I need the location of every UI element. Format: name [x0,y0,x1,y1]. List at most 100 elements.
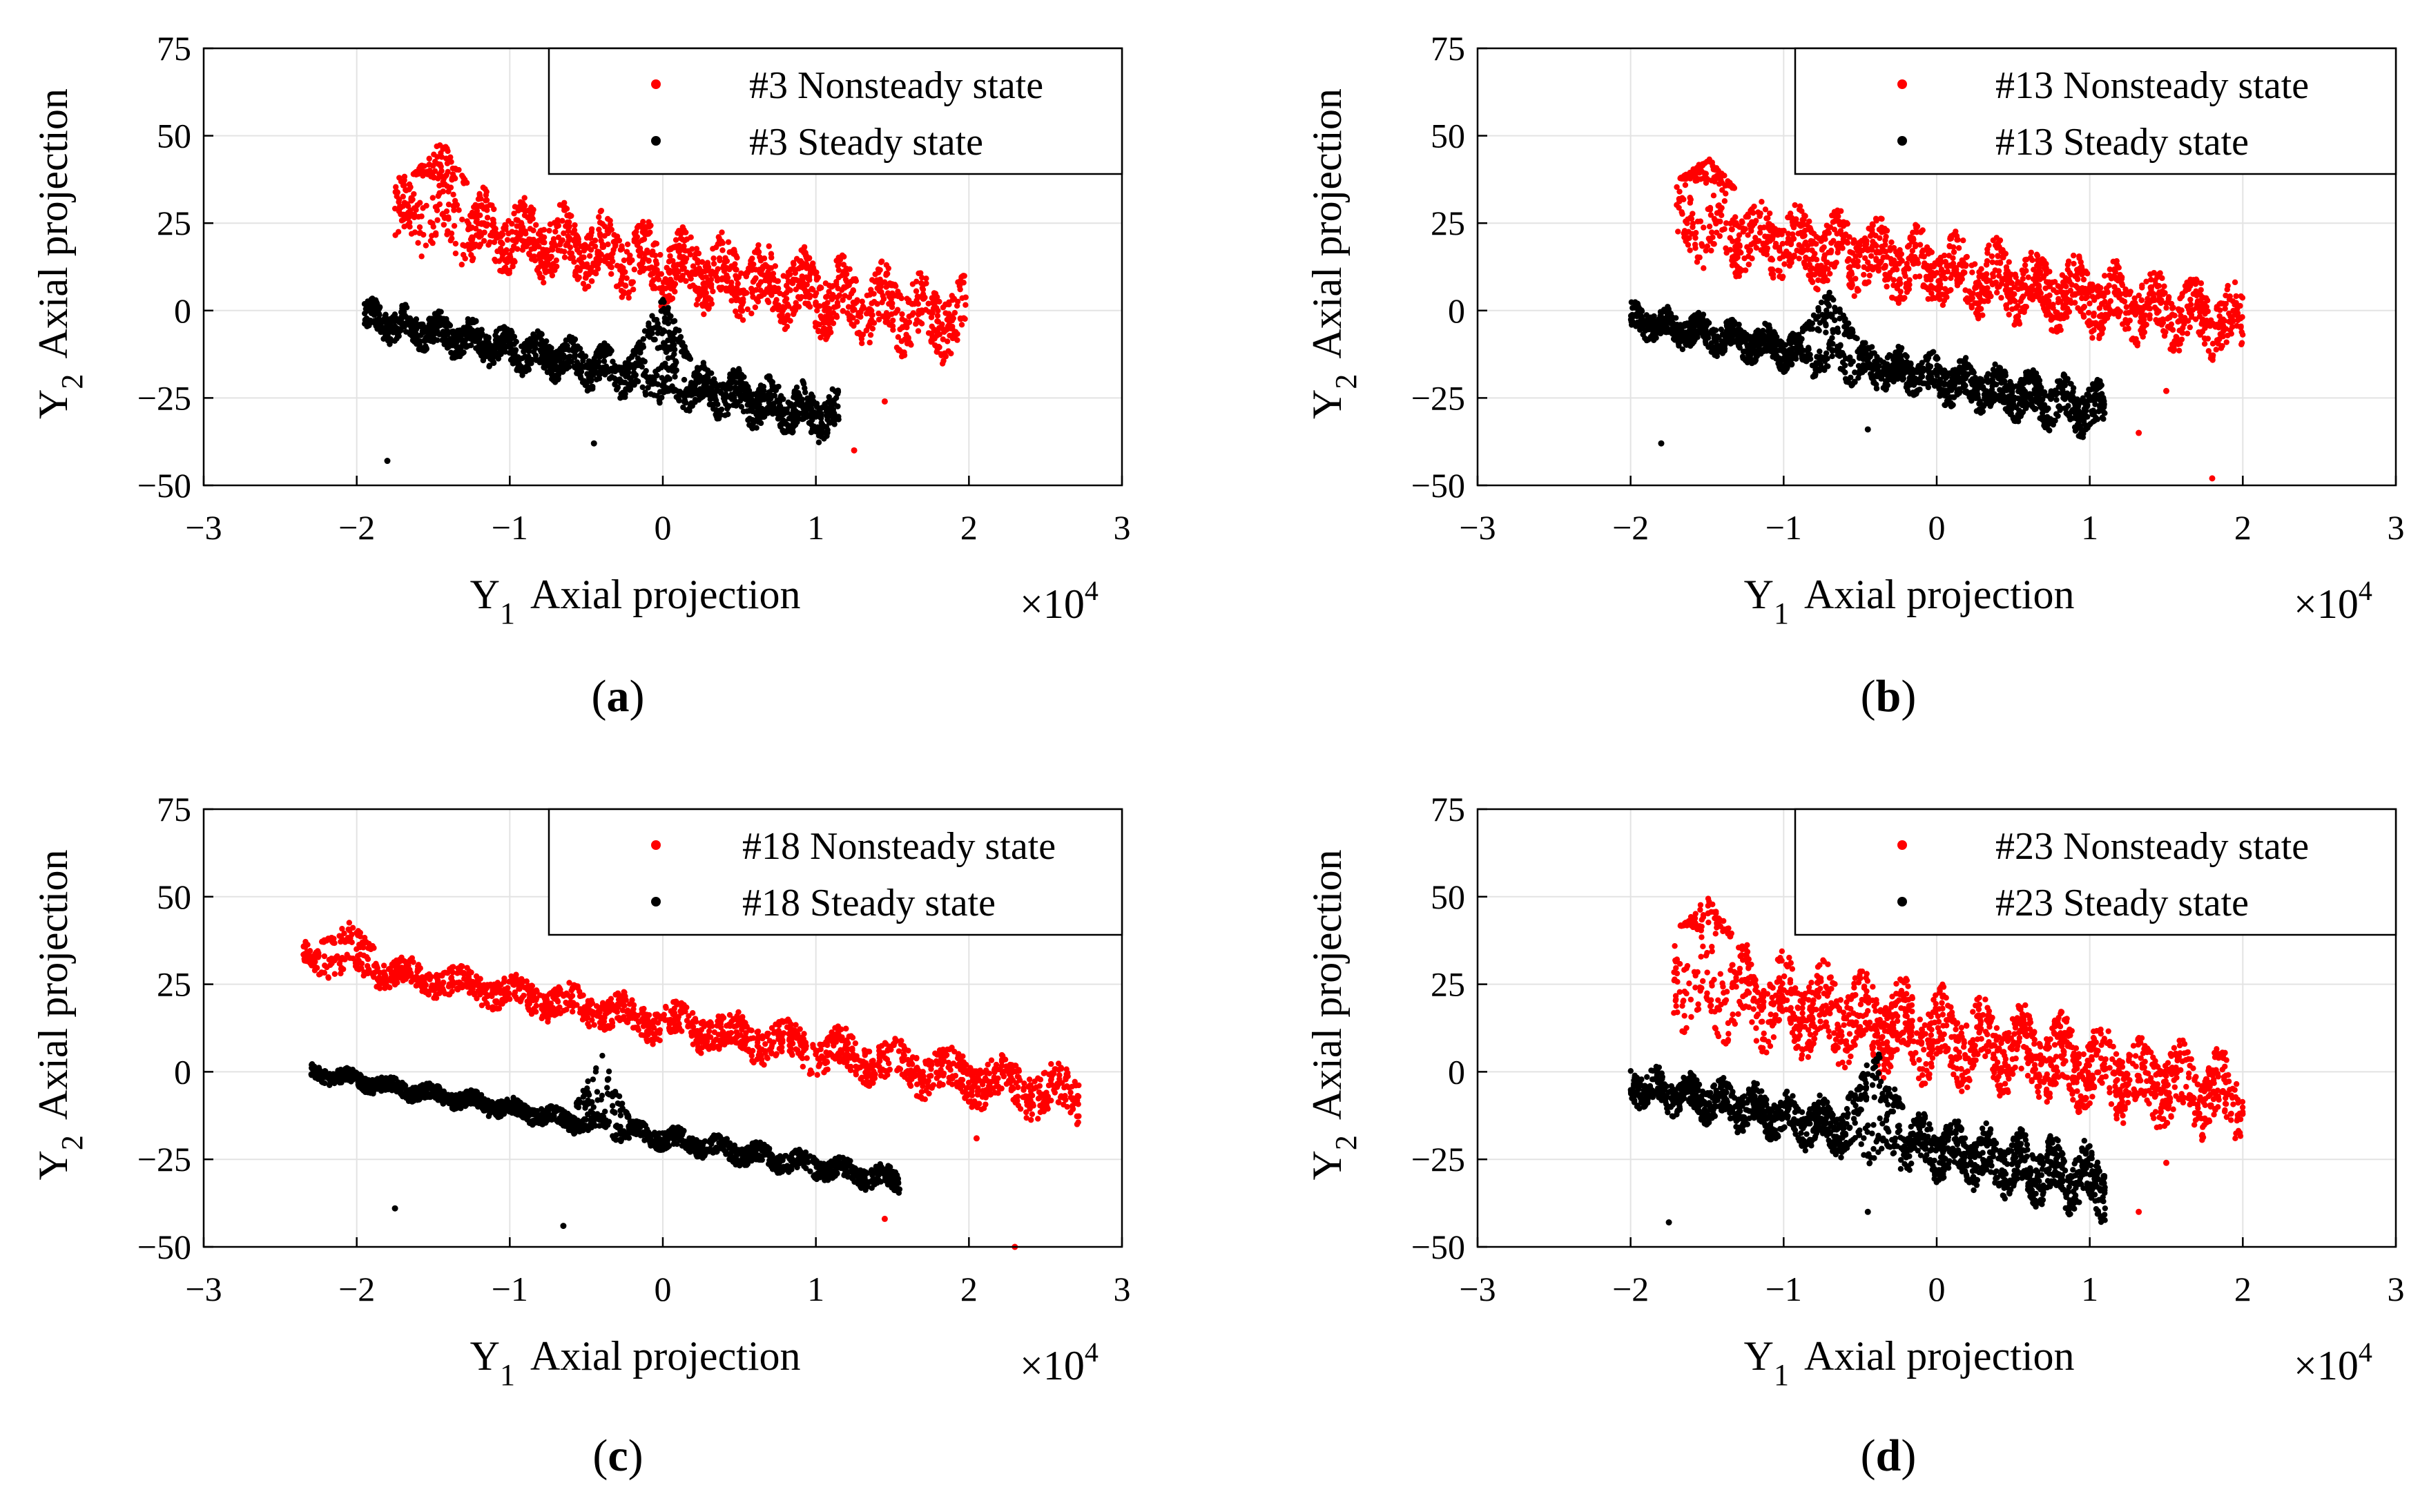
data-point [798,280,805,287]
y-tick-label: 0 [174,291,191,330]
data-point [1851,237,1857,244]
data-point [681,243,687,249]
data-point [802,289,809,295]
data-point [598,367,604,374]
data-point [719,247,726,253]
data-point [440,144,447,151]
data-point [639,363,645,370]
data-point [676,242,682,249]
data-point [1892,264,1899,271]
data-point [539,239,546,246]
data-point [1705,206,1711,213]
data-point [716,255,723,262]
data-point [737,313,743,320]
data-point [476,229,483,235]
data-point [626,356,632,362]
data-point [698,272,704,279]
data-point [2175,306,2182,312]
data-point [652,252,659,259]
data-point [805,275,811,282]
data-point [703,389,709,395]
data-point [2006,311,2012,318]
data-point [739,394,746,400]
data-point [650,277,657,283]
data-point [1819,278,1826,284]
data-point [736,297,743,303]
data-point [889,317,896,324]
data-point [1835,249,1841,255]
data-point [511,258,517,264]
data-point [2138,312,2145,319]
data-point [879,299,885,306]
data-point [484,207,490,213]
data-point [1801,259,1808,266]
data-point [764,374,771,380]
data-point [706,304,712,311]
data-point [452,350,458,357]
data-point [642,391,649,398]
data-point [630,382,637,388]
data-point [2053,324,2060,331]
data-point [768,254,775,261]
data-point [512,351,518,358]
data-point [1889,295,1895,301]
data-point [1801,212,1808,219]
data-point [1786,262,1793,269]
data-point [755,282,762,289]
data-point [460,179,467,186]
data-point [487,202,493,209]
data-point [951,309,958,316]
data-point [527,343,534,350]
data-point [804,282,810,288]
data-point [746,422,753,428]
data-point [444,183,450,189]
data-point [692,255,698,261]
data-point [2174,334,2180,340]
data-point [672,362,678,369]
data-point [2028,249,2034,255]
data-point [1674,202,1680,209]
data-point [393,184,399,191]
data-point [406,322,413,329]
data-point [824,429,831,436]
data-point [476,191,483,197]
data-point [423,242,429,249]
data-point [750,279,757,285]
data-point [2232,279,2238,286]
data-point [958,322,965,328]
data-point [1821,230,1828,236]
data-point [893,345,900,351]
data-point [626,256,632,262]
data-point [708,276,715,282]
data-point [670,282,677,289]
data-point [900,324,906,331]
data-point [754,400,761,407]
data-point [885,265,892,271]
data-point [931,298,938,304]
data-point [867,339,873,346]
data-point [1781,261,1788,267]
data-point [2214,306,2220,312]
data-point [690,282,696,289]
data-point [744,269,751,276]
data-point [706,378,713,385]
data-point [1984,258,1991,264]
data-point [658,308,664,314]
data-point [758,387,764,394]
outlier-point [851,447,858,454]
data-point [443,155,449,162]
data-point [1876,226,1883,233]
data-point [2133,304,2139,311]
data-point [940,358,947,364]
data-point [505,217,512,224]
data-point [581,247,588,254]
data-point [387,322,394,328]
data-point [1848,271,1855,278]
x-multiplier-base: ×10 [1020,581,1085,627]
data-point [510,243,517,250]
data-point [376,310,382,317]
data-point [825,329,831,336]
data-point [1919,227,1926,233]
data-point [547,356,554,362]
